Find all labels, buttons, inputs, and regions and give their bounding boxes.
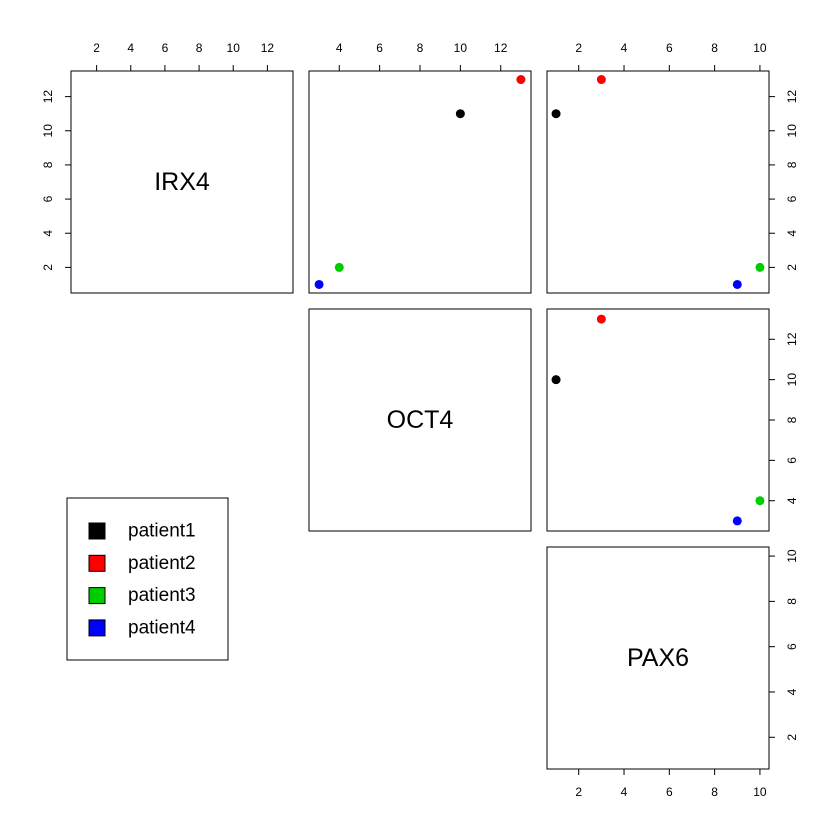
y-tick-label-irx4-8: 8	[785, 161, 799, 168]
x-tick-label-pax6-8: 8	[711, 785, 718, 799]
point-patient1-pax6-vs-irx4	[551, 109, 561, 119]
y-tick-label-irx4-10: 10	[41, 124, 55, 138]
x-tick-label-pax6-8: 8	[711, 41, 718, 55]
y-tick-label-pax6-4: 4	[785, 688, 799, 695]
legend-box	[66, 497, 229, 661]
y-tick-label-irx4-2: 2	[41, 264, 55, 271]
point-patient4-oct4-vs-irx4	[314, 279, 324, 289]
x-tick-label-pax6-4: 4	[621, 41, 628, 55]
x-tick-label-pax6-6: 6	[666, 785, 673, 799]
y-tick-label-irx4-10: 10	[785, 124, 799, 138]
y-tick-label-irx4-4: 4	[785, 230, 799, 237]
y-tick-label-oct4-6: 6	[785, 457, 799, 464]
point-patient2-oct4-vs-irx4	[516, 75, 526, 85]
y-tick-label-oct4-8: 8	[785, 416, 799, 423]
y-tick-label-irx4-6: 6	[785, 195, 799, 202]
point-patient3-oct4-vs-irx4	[334, 262, 344, 272]
y-tick-label-pax6-8: 8	[785, 598, 799, 605]
legend-swatch-patient1	[88, 522, 106, 540]
y-tick-label-pax6-6: 6	[785, 643, 799, 650]
y-tick-label-irx4-4: 4	[41, 230, 55, 237]
legend-label-patient2: patient2	[128, 553, 196, 574]
y-tick-label-irx4-6: 6	[41, 195, 55, 202]
x-tick-label-irx4-8: 8	[196, 41, 203, 55]
x-tick-label-irx4-10: 10	[227, 41, 241, 55]
x-tick-label-pax6-10: 10	[753, 41, 767, 55]
x-tick-label-oct4-12: 12	[494, 41, 508, 55]
x-tick-label-irx4-6: 6	[162, 41, 169, 55]
y-tick-label-pax6-2: 2	[785, 734, 799, 741]
point-patient2-pax6-vs-oct4	[596, 314, 606, 324]
point-patient1-oct4-vs-irx4	[455, 109, 465, 119]
x-tick-label-oct4-4: 4	[336, 41, 343, 55]
y-tick-label-irx4-12: 12	[41, 90, 55, 104]
panel-frame-irx4-oct4	[308, 70, 532, 294]
legend-label-patient4: patient4	[128, 617, 196, 638]
panel-frame-irx4-irx4	[70, 70, 294, 294]
y-tick-label-oct4-12: 12	[785, 332, 799, 346]
x-tick-label-irx4-2: 2	[93, 41, 100, 55]
y-tick-label-irx4-8: 8	[41, 161, 55, 168]
panel-frame-oct4-oct4	[308, 308, 532, 532]
x-tick-label-pax6-2: 2	[575, 41, 582, 55]
x-tick-label-pax6-6: 6	[666, 41, 673, 55]
x-tick-label-oct4-8: 8	[417, 41, 424, 55]
y-tick-label-oct4-10: 10	[785, 373, 799, 387]
diagonal-label-irx4: IRX4	[154, 168, 210, 196]
y-tick-label-irx4-12: 12	[785, 90, 799, 104]
x-tick-label-irx4-12: 12	[261, 41, 275, 55]
panel-frame-oct4-pax6	[546, 308, 770, 532]
legend-swatch-patient3	[88, 587, 106, 605]
diagonal-label-oct4: OCT4	[387, 406, 454, 434]
panel-frame-pax6-pax6	[546, 546, 770, 770]
point-patient3-pax6-vs-irx4	[755, 262, 765, 272]
y-tick-label-oct4-4: 4	[785, 497, 799, 504]
point-patient3-pax6-vs-oct4	[755, 496, 765, 506]
panel-frame-irx4-pax6	[546, 70, 770, 294]
x-tick-label-pax6-4: 4	[621, 785, 628, 799]
legend-label-patient3: patient3	[128, 585, 196, 606]
legend-label-patient1: patient1	[128, 521, 196, 542]
point-patient1-pax6-vs-oct4	[551, 375, 561, 385]
x-tick-label-pax6-2: 2	[575, 785, 582, 799]
legend-swatch-patient2	[88, 554, 106, 572]
y-tick-label-pax6-10: 10	[785, 549, 799, 563]
x-tick-label-oct4-6: 6	[376, 41, 383, 55]
point-patient4-pax6-vs-oct4	[732, 516, 742, 526]
x-tick-label-pax6-10: 10	[753, 785, 767, 799]
legend-swatch-patient4	[88, 619, 106, 637]
x-tick-label-irx4-4: 4	[127, 41, 134, 55]
x-tick-label-oct4-10: 10	[454, 41, 468, 55]
diagonal-label-pax6: PAX6	[627, 644, 689, 672]
point-patient4-pax6-vs-irx4	[732, 279, 742, 289]
point-patient2-pax6-vs-irx4	[596, 75, 606, 85]
y-tick-label-irx4-2: 2	[785, 264, 799, 271]
